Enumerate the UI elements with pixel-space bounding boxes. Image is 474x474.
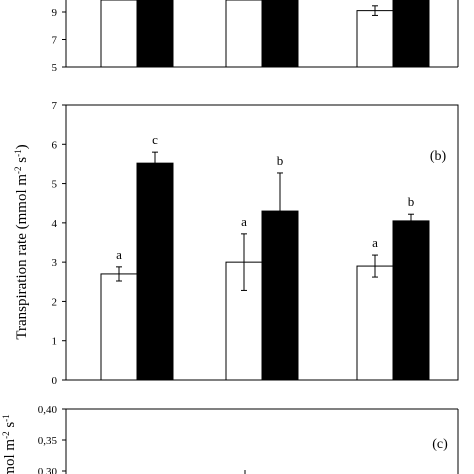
- panel-c: (c) mol m-2 s-1 0,40 0,35 0,30: [1, 404, 459, 474]
- panel-a-bar: [225, 0, 263, 68]
- panel-a: 5 7 9: [52, 0, 459, 74]
- panel-b-significance-letter: c: [152, 132, 158, 147]
- panel-b-ytick-label: 0: [52, 375, 58, 387]
- panel-b-label: (b): [430, 149, 447, 164]
- panel-a-bar: [356, 10, 394, 68]
- panel-c-ytick-label: 0,40: [38, 404, 58, 416]
- panel-b-significance-letter: b: [277, 153, 284, 168]
- panel-a-bar: [100, 0, 138, 68]
- panel-b-bar: [392, 220, 430, 381]
- panel-b-ylabel: Transpiration rate (mmol m-2 s-1): [13, 144, 30, 339]
- panel-b-ytick-label: 5: [52, 179, 58, 191]
- panel-a-ytick-label: 9: [52, 7, 58, 19]
- panel-c-ytick-label: 0,30: [38, 466, 58, 474]
- panel-a-ytick-label: 7: [52, 35, 58, 47]
- panel-b-ytick-label: 1: [52, 336, 58, 348]
- panel-c-ylabel: mol m-2 s-1: [1, 414, 18, 474]
- panel-b-bar: [356, 265, 394, 381]
- panel-b-significance-letter: a: [372, 235, 378, 250]
- panel-b-ytick-label: 6: [52, 139, 58, 151]
- panel-a-bar: [392, 0, 430, 68]
- panel-b-ytick-label: 3: [52, 257, 58, 269]
- panel-b-bar: [261, 210, 299, 381]
- panel-b-significance-letter: a: [116, 247, 122, 262]
- panel-b-significance-letter: b: [408, 194, 415, 209]
- panel-b: (b) Transpiration rate (mmol m-2 s-1) 0 1…: [13, 100, 459, 387]
- panel-a-bar: [261, 0, 299, 68]
- panel-a-bar: [136, 0, 174, 68]
- panel-b-ytick-label: 2: [52, 296, 58, 308]
- panel-b-ytick-label: 4: [52, 218, 58, 230]
- panel-a-ytick-label: 5: [52, 62, 58, 74]
- panel-b-ytick-label: 7: [52, 100, 58, 112]
- panel-c-label: (c): [432, 437, 448, 452]
- panel-b-bar: [136, 162, 174, 381]
- panel-b-bar: [100, 273, 138, 381]
- panel-c-ytick-label: 0,35: [38, 435, 58, 447]
- panel-b-significance-letter: a: [241, 214, 247, 229]
